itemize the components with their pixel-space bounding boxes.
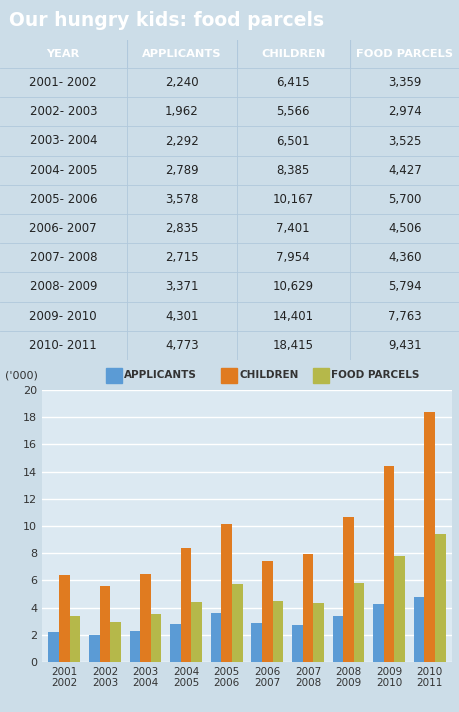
- Text: 2006- 2007: 2006- 2007: [29, 222, 97, 235]
- Text: 5,794: 5,794: [387, 281, 421, 293]
- Text: 3,578: 3,578: [165, 193, 198, 206]
- Text: 10,167: 10,167: [272, 193, 313, 206]
- Text: Our hungry kids: food parcels: Our hungry kids: food parcels: [9, 11, 324, 29]
- Text: 2005- 2006: 2005- 2006: [29, 193, 97, 206]
- Text: 2004- 2005: 2004- 2005: [29, 164, 97, 177]
- Bar: [100, 586, 110, 662]
- Text: 2,789: 2,789: [164, 164, 198, 177]
- Text: FOOD PARCELS: FOOD PARCELS: [330, 370, 419, 380]
- Bar: [424, 412, 434, 662]
- Bar: [151, 614, 161, 662]
- Text: 4,506: 4,506: [387, 222, 420, 235]
- Bar: [231, 585, 242, 662]
- Text: 18,415: 18,415: [272, 339, 313, 352]
- Text: 4,360: 4,360: [387, 251, 420, 264]
- Text: 6,501: 6,501: [276, 135, 309, 147]
- Bar: [59, 575, 69, 662]
- Text: 5,566: 5,566: [276, 105, 309, 118]
- Text: 2001- 2002: 2001- 2002: [29, 76, 97, 89]
- Bar: [332, 616, 342, 662]
- Bar: [220, 367, 236, 382]
- Text: 7,763: 7,763: [387, 310, 421, 323]
- Bar: [413, 597, 424, 662]
- Bar: [313, 602, 323, 662]
- Text: 2,715: 2,715: [164, 251, 198, 264]
- Text: ('000): ('000): [5, 370, 37, 380]
- Bar: [110, 622, 121, 662]
- Bar: [170, 624, 180, 662]
- Bar: [106, 367, 122, 382]
- Bar: [291, 625, 302, 662]
- Text: APPLICANTS: APPLICANTS: [124, 370, 196, 380]
- Bar: [89, 635, 100, 662]
- Text: 3,525: 3,525: [387, 135, 420, 147]
- Text: 14,401: 14,401: [272, 310, 313, 323]
- Text: 9,431: 9,431: [387, 339, 421, 352]
- Text: 5,700: 5,700: [387, 193, 420, 206]
- Text: 7,401: 7,401: [276, 222, 309, 235]
- Text: 10,629: 10,629: [272, 281, 313, 293]
- Text: 2002- 2003: 2002- 2003: [29, 105, 97, 118]
- Text: 4,301: 4,301: [165, 310, 198, 323]
- Bar: [372, 604, 383, 662]
- Bar: [342, 518, 353, 662]
- Bar: [272, 601, 282, 662]
- Bar: [210, 613, 221, 662]
- Text: 8,385: 8,385: [276, 164, 309, 177]
- Text: 6,415: 6,415: [276, 76, 309, 89]
- Text: 3,359: 3,359: [387, 76, 420, 89]
- Text: 2,974: 2,974: [387, 105, 421, 118]
- Text: 7,954: 7,954: [276, 251, 309, 264]
- Bar: [312, 367, 328, 382]
- Bar: [180, 548, 191, 662]
- Text: CHILDREN: CHILDREN: [261, 49, 325, 59]
- Text: 1,962: 1,962: [164, 105, 198, 118]
- Text: 2003- 2004: 2003- 2004: [29, 135, 97, 147]
- Bar: [191, 602, 202, 662]
- Text: 3,371: 3,371: [165, 281, 198, 293]
- Bar: [434, 534, 444, 662]
- Text: 4,773: 4,773: [164, 339, 198, 352]
- Bar: [383, 466, 393, 662]
- Text: 2,835: 2,835: [165, 222, 198, 235]
- Bar: [393, 556, 404, 662]
- Text: 2,240: 2,240: [164, 76, 198, 89]
- Bar: [302, 554, 313, 662]
- Bar: [353, 583, 364, 662]
- Text: APPLICANTS: APPLICANTS: [142, 49, 221, 59]
- Text: 2,292: 2,292: [164, 135, 198, 147]
- Text: 2009- 2010: 2009- 2010: [29, 310, 97, 323]
- Bar: [140, 574, 151, 662]
- Bar: [221, 524, 231, 662]
- Text: 4,427: 4,427: [387, 164, 421, 177]
- Bar: [262, 561, 272, 662]
- Bar: [251, 624, 262, 662]
- Text: FOOD PARCELS: FOOD PARCELS: [356, 49, 452, 59]
- Text: 2008- 2009: 2008- 2009: [29, 281, 97, 293]
- Text: CHILDREN: CHILDREN: [239, 370, 298, 380]
- Bar: [69, 617, 80, 662]
- Bar: [48, 632, 59, 662]
- Text: 2010- 2011: 2010- 2011: [29, 339, 97, 352]
- Text: 2007- 2008: 2007- 2008: [29, 251, 97, 264]
- Bar: [129, 631, 140, 662]
- Text: YEAR: YEAR: [46, 49, 80, 59]
